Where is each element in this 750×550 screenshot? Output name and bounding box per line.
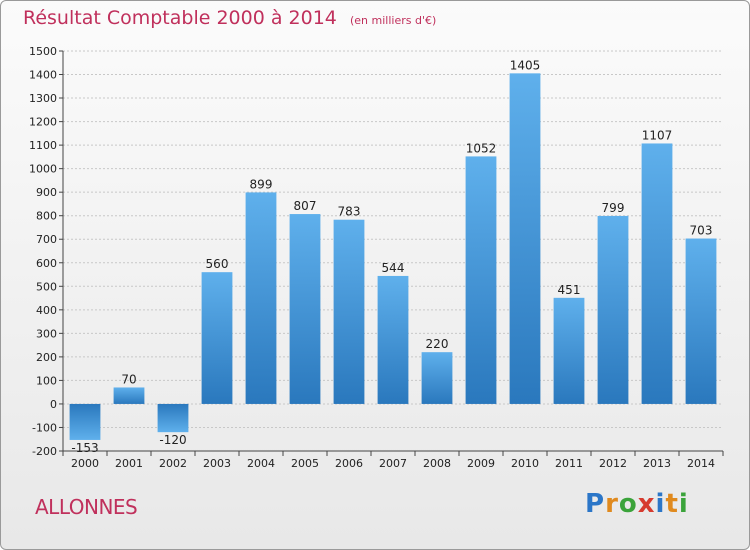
bar — [685, 238, 717, 404]
x-tick-label: 2004 — [247, 457, 275, 470]
y-tick-label: 800 — [36, 210, 57, 223]
data-label: 703 — [690, 224, 713, 238]
y-tick-label: 600 — [36, 257, 57, 270]
data-label: -153 — [71, 441, 98, 455]
y-axis-ticks: -200 -100 0 100 200 300 400 500 600 700 800 900 1000… — [29, 45, 63, 458]
x-tick-label: 2002 — [159, 457, 187, 470]
bar — [553, 297, 585, 404]
x-tick-label: 2010 — [511, 457, 539, 470]
x-tick-label: 2003 — [203, 457, 231, 470]
logo-letter: x — [637, 489, 656, 519]
bar — [333, 219, 365, 404]
y-tick-label: 100 — [36, 374, 57, 387]
logo-letter: o — [618, 489, 638, 519]
commune-name: ALLONNES — [35, 495, 138, 519]
bar — [245, 192, 277, 404]
x-tick-label: 2007 — [379, 457, 407, 470]
y-tick-label: 500 — [36, 280, 57, 293]
data-label: 1052 — [466, 141, 497, 155]
y-tick-label: 1100 — [29, 139, 57, 152]
y-tick-label: 200 — [36, 351, 57, 364]
y-tick-label: -200 — [32, 445, 57, 458]
logo-letter: i — [655, 489, 666, 519]
x-tick-label: 2014 — [687, 457, 715, 470]
bar — [421, 352, 453, 404]
data-label: 451 — [558, 283, 581, 297]
bar — [157, 403, 189, 433]
bar — [289, 214, 321, 404]
bar — [201, 272, 233, 404]
data-label: 544 — [382, 261, 405, 275]
y-tick-label: -100 — [32, 421, 57, 434]
data-label: 783 — [338, 205, 361, 219]
y-tick-label: 1300 — [29, 92, 57, 105]
y-tick-label: 1200 — [29, 116, 57, 129]
x-tick-label: 2011 — [555, 457, 583, 470]
bar — [465, 156, 497, 404]
x-tick-label: 2006 — [335, 457, 363, 470]
bar — [69, 403, 101, 440]
data-label: 220 — [426, 337, 449, 351]
x-tick-label: 2000 — [71, 457, 99, 470]
data-label: 1405 — [510, 58, 541, 72]
data-label: 1107 — [642, 128, 673, 142]
data-label: 807 — [294, 199, 317, 213]
y-tick-label: 400 — [36, 304, 57, 317]
x-tick-label: 2008 — [423, 457, 451, 470]
y-tick-label: 1500 — [29, 45, 57, 58]
x-tick-label: 2009 — [467, 457, 495, 470]
y-tick-label: 1000 — [29, 163, 57, 176]
y-tick-label: 900 — [36, 186, 57, 199]
data-labels: -153 70 -120 560 899 807 783 544 220 1052 1405 451 7… — [71, 58, 712, 455]
logo-letter: i — [678, 489, 689, 519]
axes — [62, 51, 723, 452]
data-label: 70 — [121, 372, 136, 386]
bar — [377, 275, 409, 404]
bar — [641, 143, 673, 404]
data-label: 560 — [206, 257, 229, 271]
logo-letter: r — [605, 489, 619, 519]
bars — [69, 73, 717, 440]
chart-subtitle: (en milliers d'€) — [349, 14, 437, 27]
y-tick-label: 0 — [50, 398, 57, 411]
y-tick-label: 700 — [36, 233, 57, 246]
data-label: 799 — [602, 201, 625, 215]
chart-title: Résultat Comptable 2000 à 2014 — [23, 7, 337, 29]
data-label: 899 — [250, 177, 273, 191]
x-tick-label: 2013 — [643, 457, 671, 470]
logo-letter: P — [585, 489, 606, 519]
y-tick-label: 1400 — [29, 69, 57, 82]
proxiti-logo: Proxiti — [585, 489, 689, 519]
bar — [509, 73, 541, 404]
logo-letter: t — [665, 489, 679, 519]
x-tick-label: 2001 — [115, 457, 143, 470]
x-tick-label: 2012 — [599, 457, 627, 470]
bar — [113, 387, 145, 404]
title-row: Résultat Comptable 2000 à 2014 (en milli… — [23, 7, 436, 29]
x-axis-ticks: 2000 2001 2002 2003 2004 2005 2006 2007 2008 2009… — [62, 451, 724, 470]
y-tick-label: 300 — [36, 327, 57, 340]
data-label: -120 — [159, 433, 186, 447]
bar — [597, 215, 629, 404]
x-tick-label: 2005 — [291, 457, 319, 470]
